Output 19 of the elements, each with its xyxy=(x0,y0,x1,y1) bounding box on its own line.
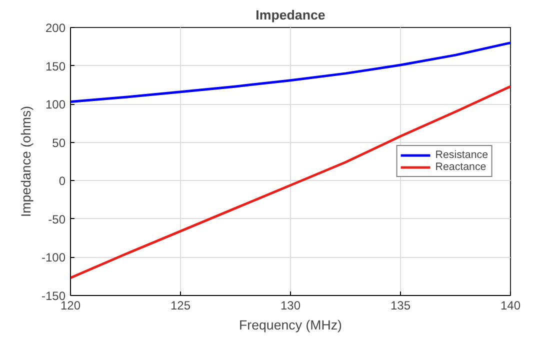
y-tick-label: 100 xyxy=(45,98,66,112)
y-tick-label: 50 xyxy=(52,136,66,150)
y-tick-label: 150 xyxy=(45,59,66,74)
x-tick-label: 135 xyxy=(390,298,411,312)
line-series xyxy=(70,42,510,104)
x-tick-label: 140 xyxy=(500,298,521,312)
legend-label: Resistance xyxy=(435,149,488,161)
line-series xyxy=(70,85,510,280)
y-tick-label: -50 xyxy=(48,212,66,226)
x-tick-label: 130 xyxy=(280,298,301,312)
x-tick-label: 120 xyxy=(60,298,81,312)
y-tick-label: 0 xyxy=(58,174,66,188)
y-tick-label: -100 xyxy=(41,250,66,265)
y-axis-title: Impedance (ohms) xyxy=(18,106,34,218)
x-axis-title: Frequency (MHz) xyxy=(239,318,342,332)
x-tick-label: 125 xyxy=(170,298,191,312)
chart-title: Impedance xyxy=(256,8,326,22)
legend-label: Reactance xyxy=(435,161,486,173)
y-tick-label: 200 xyxy=(45,21,66,35)
